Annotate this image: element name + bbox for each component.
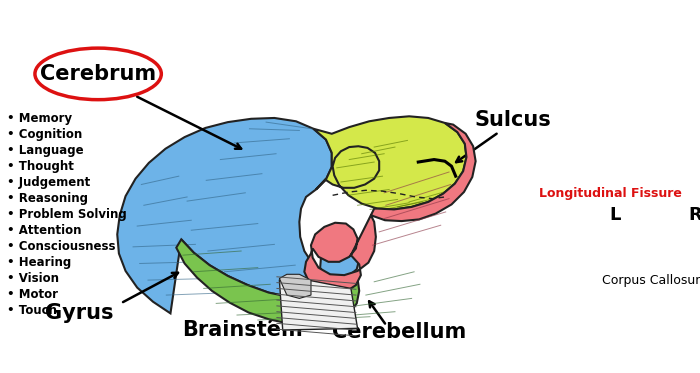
Text: • Touch: • Touch [7, 304, 57, 317]
Polygon shape [314, 116, 466, 209]
Text: • Judgement: • Judgement [7, 176, 90, 189]
Polygon shape [304, 123, 475, 294]
Polygon shape [176, 239, 359, 325]
Text: • Hearing: • Hearing [7, 256, 71, 269]
Text: Corpus Callosum: Corpus Callosum [602, 274, 700, 286]
Text: • Vision: • Vision [7, 272, 59, 285]
Text: • Problem Solving: • Problem Solving [7, 208, 127, 221]
Text: • Cognition: • Cognition [7, 128, 82, 141]
Polygon shape [117, 118, 359, 313]
Text: Brainstem: Brainstem [183, 320, 303, 340]
Text: • Consciousness: • Consciousness [7, 240, 116, 253]
Polygon shape [279, 276, 358, 330]
Text: • Attention: • Attention [7, 224, 81, 237]
Text: • Memory: • Memory [7, 112, 72, 125]
Text: R: R [688, 206, 700, 224]
Text: L: L [610, 206, 621, 224]
Text: • Language: • Language [7, 144, 83, 157]
Text: • Thought: • Thought [7, 160, 74, 173]
Text: Longitudinal Fissure: Longitudinal Fissure [539, 187, 682, 200]
Text: • Motor: • Motor [7, 288, 57, 301]
Text: Gyrus: Gyrus [45, 303, 113, 323]
Text: • Reasoning: • Reasoning [7, 192, 88, 205]
Ellipse shape [620, 164, 689, 263]
Text: Cerebellum: Cerebellum [332, 322, 466, 342]
Text: Cerebrum: Cerebrum [40, 64, 156, 84]
Polygon shape [279, 274, 311, 298]
Text: Sulcus: Sulcus [475, 110, 552, 131]
